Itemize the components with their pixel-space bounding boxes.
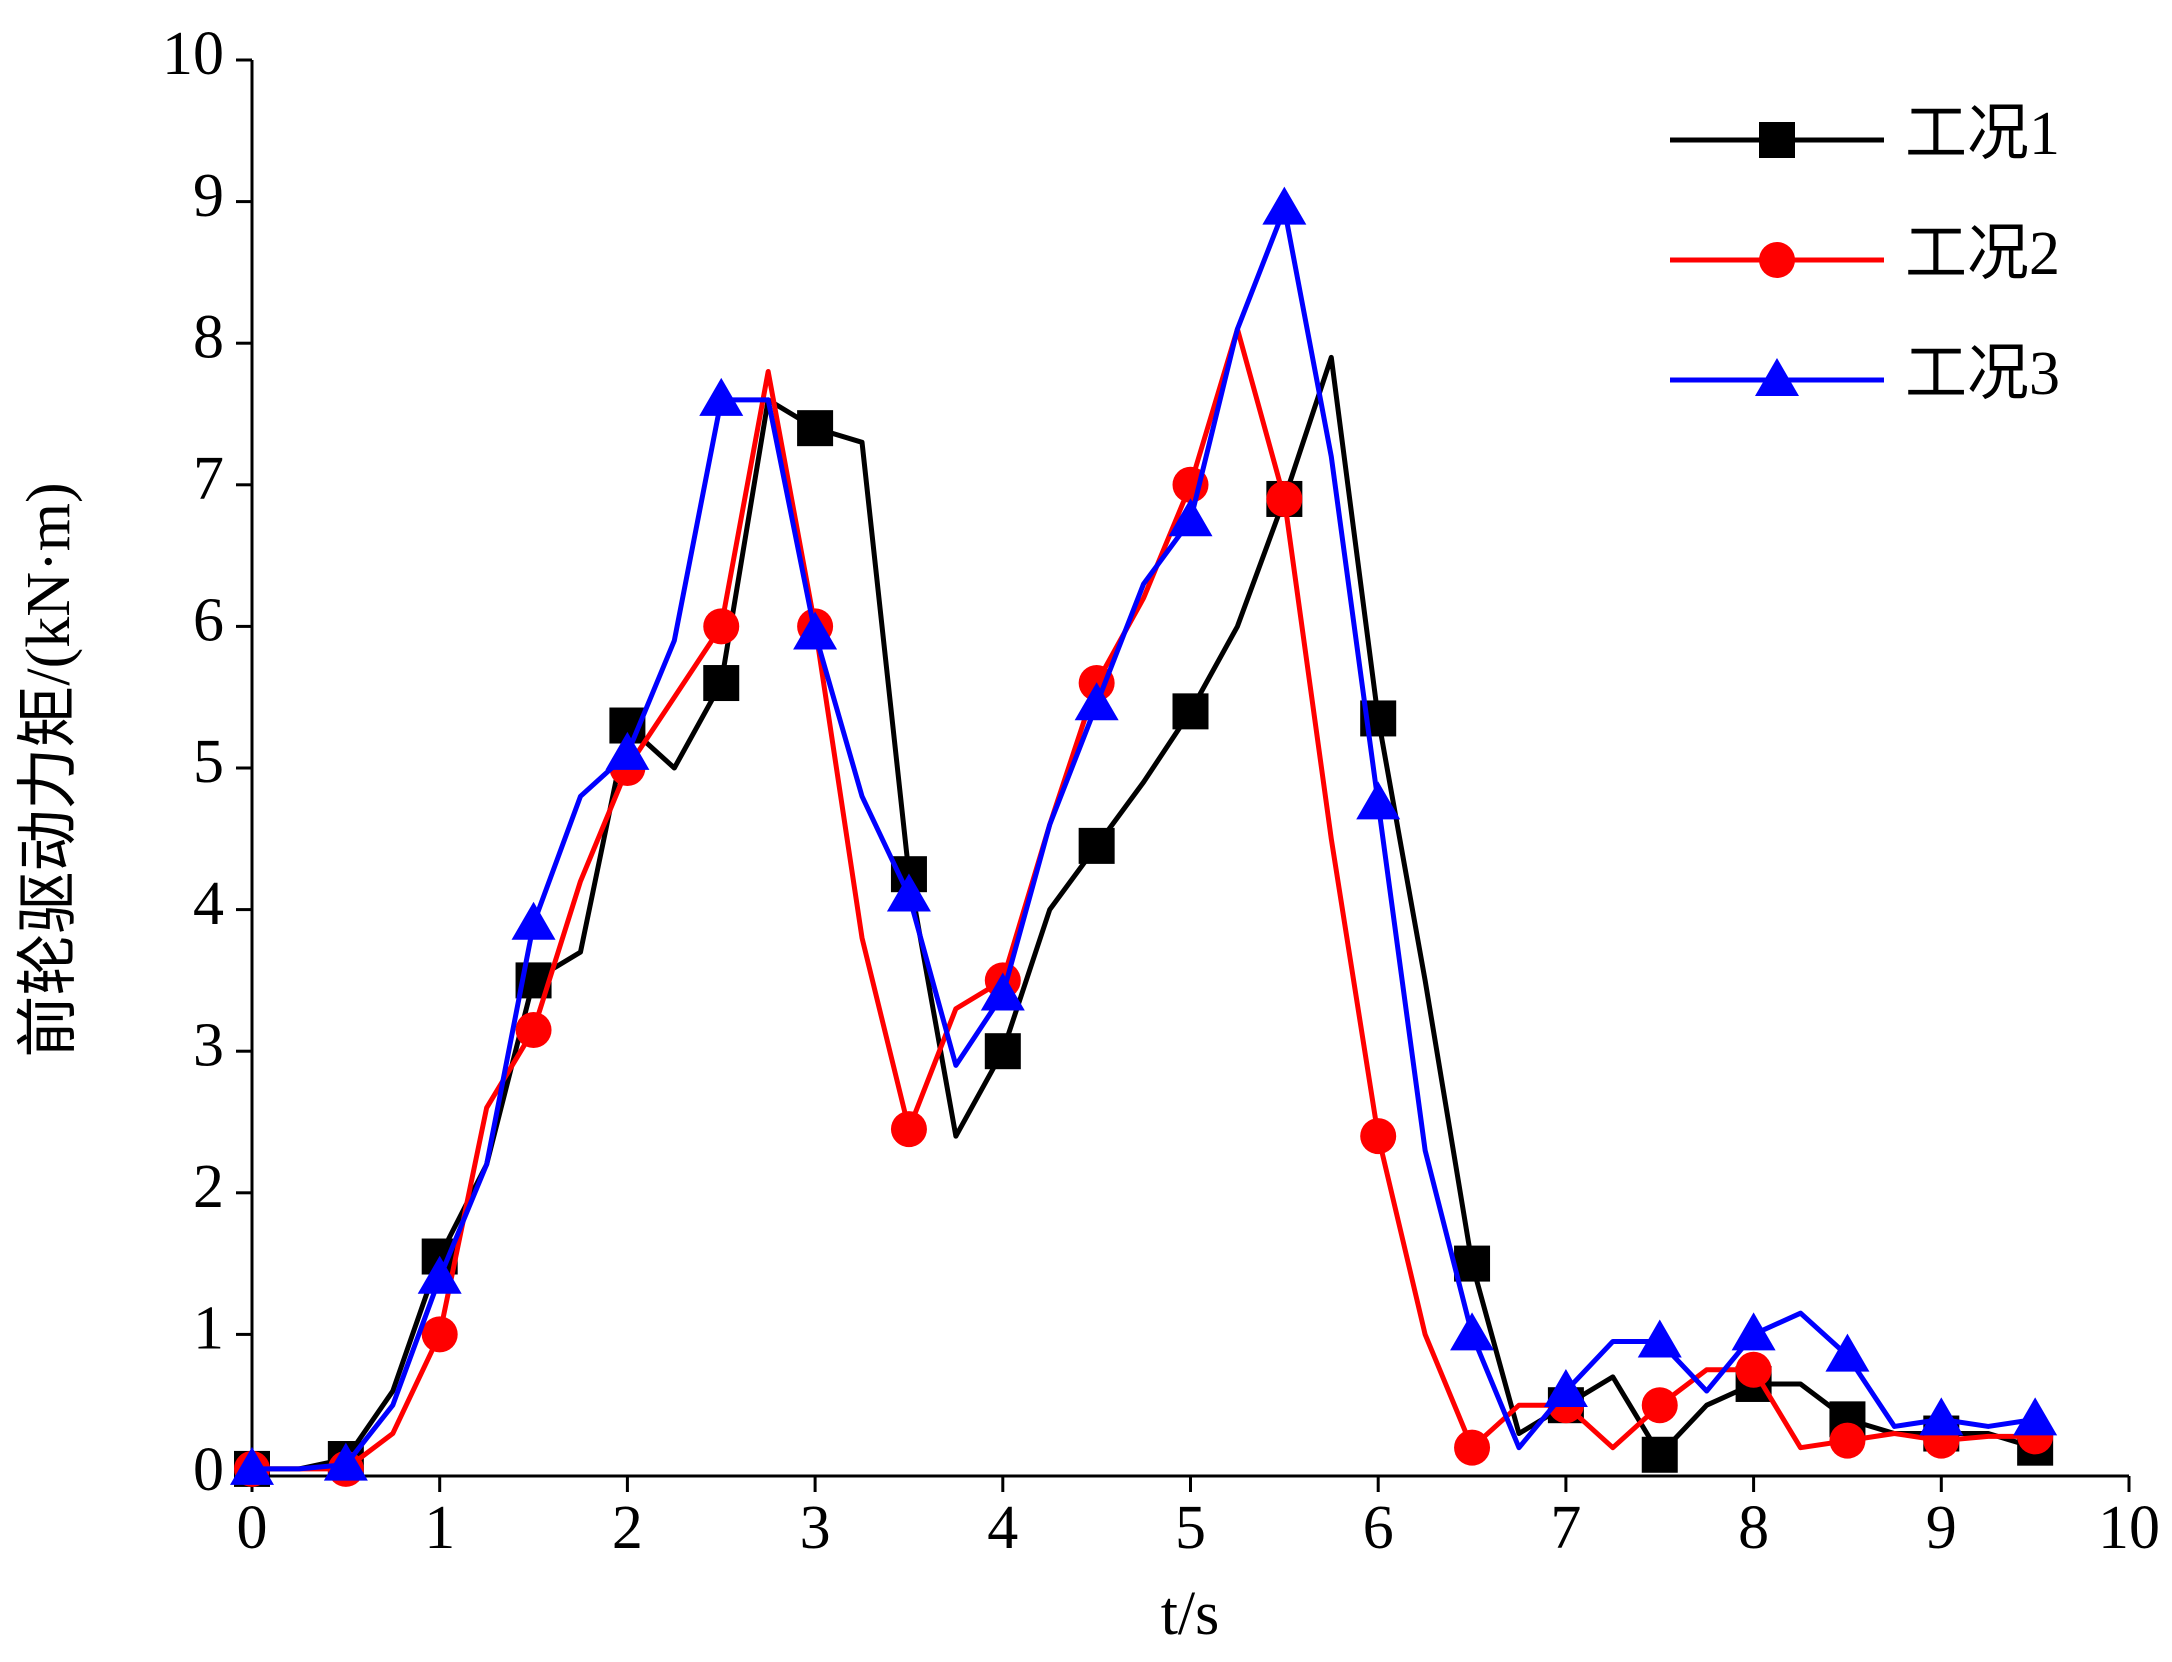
y-tick-label: 10 bbox=[162, 20, 224, 88]
marker bbox=[1919, 1397, 1964, 1436]
y-tick-label: 7 bbox=[193, 445, 224, 513]
marker bbox=[1450, 1312, 1495, 1351]
series-line bbox=[252, 326, 2036, 1472]
x-tick-label: 5 bbox=[1175, 1494, 1206, 1562]
marker bbox=[1356, 781, 1401, 820]
y-tick-label: 9 bbox=[193, 162, 224, 230]
marker bbox=[1759, 242, 1795, 278]
x-tick-label: 1 bbox=[424, 1494, 455, 1562]
x-tick-label: 3 bbox=[800, 1494, 831, 1562]
x-tick-label: 4 bbox=[987, 1494, 1018, 1562]
x-tick-label: 6 bbox=[1363, 1494, 1394, 1562]
y-tick-label: 5 bbox=[193, 728, 224, 796]
marker bbox=[797, 410, 834, 447]
y-tick-label: 3 bbox=[193, 1011, 224, 1079]
y-axis-label: 前轮驱动力矩/(kN·m) bbox=[15, 482, 83, 1057]
marker bbox=[699, 377, 744, 416]
marker bbox=[1543, 1369, 1588, 1408]
marker bbox=[1735, 1351, 1772, 1388]
marker bbox=[2013, 1397, 2058, 1436]
marker bbox=[1829, 1422, 1866, 1459]
marker bbox=[984, 1033, 1021, 1070]
y-tick-label: 1 bbox=[193, 1295, 224, 1363]
x-tick-label: 7 bbox=[1550, 1494, 1581, 1562]
marker bbox=[1641, 1387, 1678, 1424]
y-tick-label: 2 bbox=[193, 1153, 224, 1221]
marker bbox=[230, 1446, 274, 1485]
marker bbox=[1168, 498, 1213, 537]
marker bbox=[890, 1111, 927, 1148]
x-axis-label: t/s bbox=[1161, 1580, 1220, 1648]
marker bbox=[511, 901, 556, 940]
marker bbox=[1454, 1245, 1491, 1282]
x-tick-label: 0 bbox=[237, 1494, 268, 1562]
marker bbox=[793, 611, 838, 650]
marker bbox=[980, 972, 1025, 1011]
y-tick-label: 0 bbox=[193, 1436, 224, 1504]
legend-label: 工况1 bbox=[1905, 100, 2060, 168]
legend-label: 工况2 bbox=[1905, 220, 2060, 288]
legend-label: 工况3 bbox=[1905, 340, 2060, 408]
x-tick-label: 10 bbox=[2098, 1494, 2160, 1562]
marker bbox=[1360, 1118, 1397, 1155]
x-tick-label: 8 bbox=[1738, 1494, 1769, 1562]
marker bbox=[515, 1011, 552, 1048]
marker bbox=[1731, 1312, 1776, 1351]
marker bbox=[1074, 682, 1119, 721]
series-line bbox=[252, 354, 2036, 1472]
marker bbox=[703, 665, 740, 702]
y-tick-label: 8 bbox=[193, 303, 224, 371]
marker bbox=[1454, 1429, 1491, 1466]
marker bbox=[1078, 827, 1115, 864]
marker bbox=[1637, 1319, 1682, 1358]
series-line bbox=[252, 206, 2036, 1472]
marker bbox=[417, 1255, 462, 1294]
marker bbox=[1759, 122, 1795, 158]
x-tick-label: 2 bbox=[612, 1494, 643, 1562]
marker bbox=[323, 1442, 368, 1481]
y-tick-label: 4 bbox=[193, 870, 224, 938]
marker bbox=[1755, 358, 1799, 396]
marker bbox=[421, 1316, 458, 1353]
marker bbox=[1825, 1333, 1870, 1372]
y-tick-label: 6 bbox=[193, 587, 224, 655]
marker bbox=[1641, 1436, 1678, 1473]
marker bbox=[703, 608, 740, 645]
marker bbox=[1172, 693, 1209, 730]
marker bbox=[1262, 186, 1307, 225]
marker bbox=[886, 873, 931, 912]
x-tick-label: 9 bbox=[1926, 1494, 1957, 1562]
marker bbox=[605, 731, 650, 770]
marker bbox=[1266, 480, 1303, 517]
